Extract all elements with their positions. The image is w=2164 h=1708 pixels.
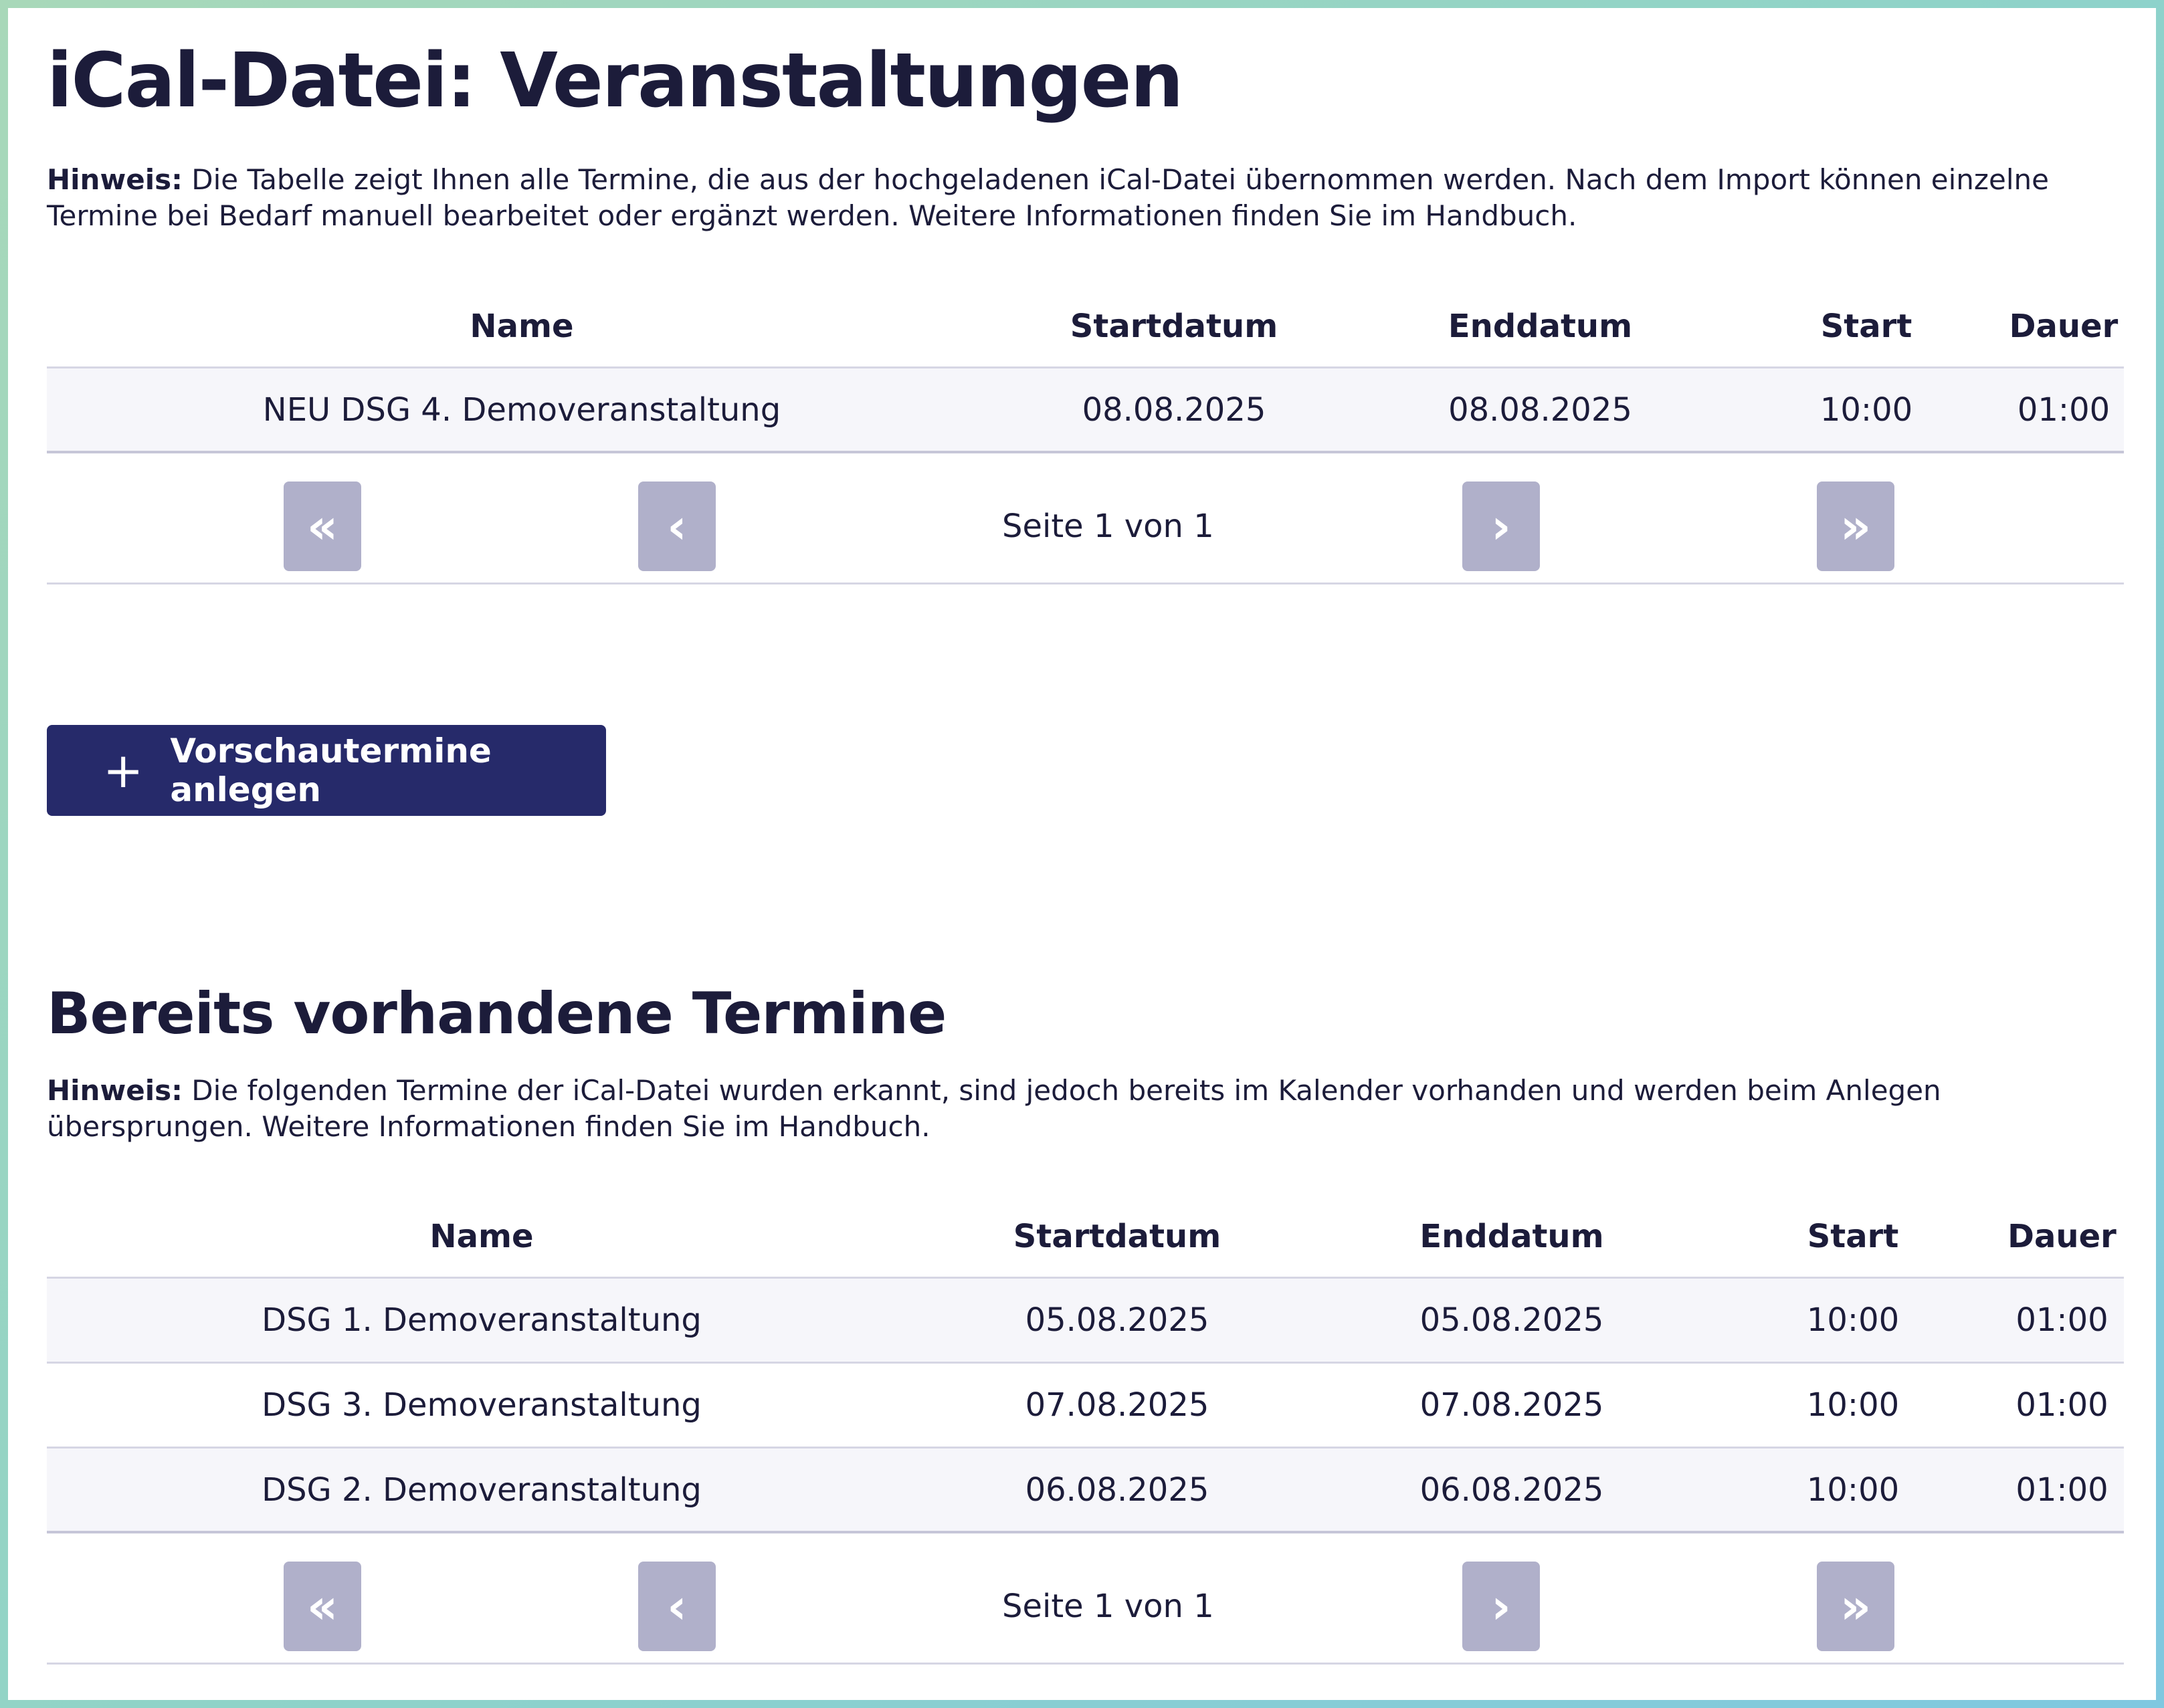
cell-name: DSG 3. Demoveranstaltung — [262, 1386, 702, 1424]
cell-enddatum: 07.08.2025 — [1419, 1386, 1604, 1424]
column-header-startdatum[interactable]: Startdatum — [1070, 307, 1278, 345]
table-header: Name Startdatum Enddatum Start Dauer — [47, 286, 2124, 368]
cell-enddatum: 05.08.2025 — [1419, 1301, 1604, 1339]
column-header-name[interactable]: Name — [470, 307, 574, 345]
cell-name: NEU DSG 4. Demoveranstaltung — [262, 391, 781, 429]
cell-startdatum: 06.08.2025 — [1025, 1471, 1209, 1509]
hint-label: Hinweis: — [47, 163, 183, 196]
create-preview-dates-label: Vorschautermine anlegen — [170, 732, 492, 809]
plus-icon: + — [103, 742, 144, 798]
column-header-enddatum[interactable]: Enddatum — [1419, 1217, 1604, 1255]
cell-name: DSG 1. Demoveranstaltung — [262, 1301, 702, 1339]
cell-name: DSG 2. Demoveranstaltung — [262, 1471, 702, 1509]
next-page-button[interactable]: › — [1462, 1562, 1540, 1651]
double-chevron-right-icon: » — [1840, 498, 1872, 554]
chevron-left-icon: ‹ — [667, 498, 687, 554]
cell-start: 10:00 — [1806, 1301, 1900, 1339]
column-header-startdatum[interactable]: Startdatum — [1013, 1217, 1221, 1255]
hint-text: Die folgenden Termine der iCal-Datei wur… — [47, 1074, 1941, 1143]
section-title-existing: Bereits vorhandene Termine — [47, 980, 947, 1047]
prev-page-button[interactable]: ‹ — [638, 1562, 716, 1651]
last-page-button[interactable]: » — [1817, 482, 1894, 571]
existing-table: Name Startdatum Enddatum Start Dauer DSG… — [47, 1196, 2124, 1665]
table-row[interactable]: NEU DSG 4. Demoveranstaltung 08.08.2025 … — [47, 368, 2124, 453]
cell-dauer: 01:00 — [2017, 391, 2110, 429]
next-page-button[interactable]: › — [1462, 482, 1540, 571]
first-page-button[interactable]: « — [284, 1562, 361, 1651]
page-title: iCal-Datei: Veranstaltungen — [47, 37, 1183, 124]
import-hint: Hinweis: Die Tabelle zeigt Ihnen alle Te… — [47, 162, 2121, 234]
cell-startdatum: 05.08.2025 — [1025, 1301, 1209, 1339]
pagination: « ‹ Seite 1 von 1 › » — [47, 1533, 2124, 1665]
cell-enddatum: 08.08.2025 — [1448, 391, 1632, 429]
first-page-button[interactable]: « — [284, 482, 361, 571]
cell-dauer: 01:00 — [2015, 1301, 2108, 1339]
cell-startdatum: 07.08.2025 — [1025, 1386, 1209, 1424]
column-header-name[interactable]: Name — [429, 1217, 534, 1255]
column-header-enddatum[interactable]: Enddatum — [1448, 307, 1633, 345]
double-chevron-right-icon: » — [1840, 1578, 1872, 1634]
pagination: « ‹ Seite 1 von 1 › » — [47, 453, 2124, 584]
hint-text: Die Tabelle zeigt Ihnen alle Termine, di… — [47, 163, 2049, 232]
cell-startdatum: 08.08.2025 — [1082, 391, 1266, 429]
last-page-button[interactable]: » — [1817, 1562, 1894, 1651]
cell-dauer: 01:00 — [2015, 1386, 2108, 1424]
column-header-dauer[interactable]: Dauer — [2009, 307, 2119, 345]
cell-dauer: 01:00 — [2015, 1471, 2108, 1509]
create-preview-dates-button[interactable]: + Vorschautermine anlegen — [47, 725, 606, 816]
chevron-right-icon: › — [1491, 498, 1511, 554]
table-row[interactable]: DSG 3. Demoveranstaltung 07.08.2025 07.0… — [47, 1364, 2124, 1449]
column-header-start[interactable]: Start — [1820, 307, 1912, 345]
page-info: Seite 1 von 1 — [1002, 1588, 1214, 1625]
chevron-right-icon: › — [1491, 1578, 1511, 1634]
table-row[interactable]: DSG 1. Demoveranstaltung 05.08.2025 05.0… — [47, 1279, 2124, 1364]
hint-label: Hinweis: — [47, 1074, 183, 1107]
prev-page-button[interactable]: ‹ — [638, 482, 716, 571]
cell-start: 10:00 — [1806, 1471, 1900, 1509]
chevron-left-icon: ‹ — [667, 1578, 687, 1634]
table-row[interactable]: DSG 2. Demoveranstaltung 06.08.2025 06.0… — [47, 1449, 2124, 1533]
existing-hint: Hinweis: Die folgenden Termine der iCal-… — [47, 1073, 2121, 1145]
page-info: Seite 1 von 1 — [1002, 508, 1214, 545]
double-chevron-left-icon: « — [306, 498, 338, 554]
cell-enddatum: 06.08.2025 — [1419, 1471, 1604, 1509]
page: iCal-Datei: Veranstaltungen Hinweis: Die… — [8, 8, 2156, 1700]
double-chevron-left-icon: « — [306, 1578, 338, 1634]
import-table: Name Startdatum Enddatum Start Dauer NEU… — [47, 286, 2124, 584]
cell-start: 10:00 — [1819, 391, 1913, 429]
column-header-dauer[interactable]: Dauer — [2007, 1217, 2117, 1255]
table-header: Name Startdatum Enddatum Start Dauer — [47, 1196, 2124, 1279]
cell-start: 10:00 — [1806, 1386, 1900, 1424]
column-header-start[interactable]: Start — [1807, 1217, 1899, 1255]
